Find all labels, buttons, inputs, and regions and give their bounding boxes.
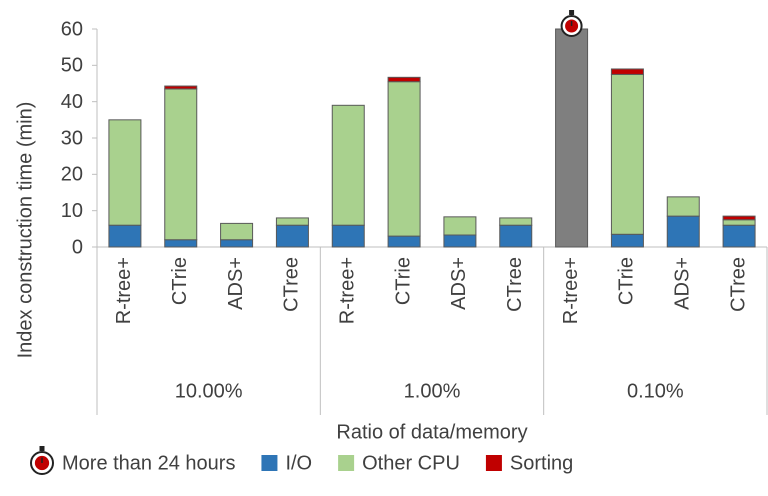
clock-knob bbox=[39, 446, 45, 451]
bar-segment bbox=[108, 119, 142, 226]
x-tick-label: CTrie bbox=[169, 257, 191, 305]
group-label: 0.10% bbox=[627, 380, 684, 402]
legend-label: More than 24 hours bbox=[62, 452, 235, 474]
x-tick-label: R-tree+ bbox=[560, 257, 582, 324]
bar-segment bbox=[722, 215, 756, 221]
legend-swatch bbox=[338, 455, 355, 471]
x-tick-label: ADS+ bbox=[672, 257, 694, 310]
bar-segment bbox=[610, 233, 644, 248]
bar-segment bbox=[220, 239, 254, 248]
bar-segment bbox=[275, 224, 309, 248]
legend-label: I/O bbox=[285, 452, 312, 474]
bar-segment bbox=[610, 68, 644, 75]
legend-item: More than 24 hours bbox=[30, 446, 235, 475]
bar-segment bbox=[722, 219, 756, 226]
bar-segment bbox=[164, 239, 198, 248]
legend-label: Other CPU bbox=[362, 452, 460, 474]
x-tick-label: R-tree+ bbox=[337, 257, 359, 324]
x-tick-label: R-tree+ bbox=[113, 257, 135, 324]
x-tick-label: CTree bbox=[281, 257, 303, 312]
legend-item: Other CPU bbox=[338, 452, 460, 474]
group-label: 1.00% bbox=[404, 380, 461, 402]
y-tick-label: 30 bbox=[61, 127, 83, 149]
bar-segment bbox=[387, 235, 421, 248]
y-tick-label: 10 bbox=[61, 200, 83, 222]
y-axis-title: Index construction time (min) bbox=[14, 102, 36, 359]
x-tick-label: ADS+ bbox=[448, 257, 470, 310]
x-tick-label: CTree bbox=[727, 257, 749, 312]
x-axis-title: Ratio of data/memory bbox=[336, 421, 527, 443]
y-tick-label: 60 bbox=[61, 18, 83, 40]
bar-segment bbox=[387, 76, 421, 83]
y-tick-label: 20 bbox=[61, 164, 83, 186]
legend-item: I/O bbox=[261, 452, 312, 474]
bar-segment bbox=[108, 224, 142, 248]
legend-item: Sorting bbox=[485, 452, 573, 474]
clock-knob bbox=[569, 10, 575, 15]
x-tick-label: ADS+ bbox=[225, 257, 247, 310]
bar-segment bbox=[443, 234, 477, 248]
bar-segment bbox=[499, 217, 533, 226]
x-tick-label: CTrie bbox=[616, 257, 638, 305]
group-label: 10.00% bbox=[175, 380, 243, 402]
legend-swatch bbox=[485, 455, 502, 471]
bar-segment bbox=[722, 224, 756, 248]
x-tick-label: CTree bbox=[504, 257, 526, 312]
legend-label: Sorting bbox=[510, 452, 573, 474]
bar-segment bbox=[666, 215, 700, 248]
bar-segment bbox=[499, 224, 533, 248]
bar-segment bbox=[275, 217, 309, 226]
bar-segment bbox=[666, 196, 700, 217]
y-tick-label: 0 bbox=[72, 236, 83, 258]
bar-segment bbox=[331, 224, 365, 248]
y-tick-label: 50 bbox=[61, 55, 83, 77]
bar-segment bbox=[387, 81, 421, 237]
bar-segment bbox=[555, 28, 589, 248]
bar-segment bbox=[443, 216, 477, 236]
bar-segment bbox=[610, 73, 644, 235]
bar-segment bbox=[164, 88, 198, 241]
bar-segment bbox=[220, 222, 254, 241]
y-tick-label: 40 bbox=[61, 91, 83, 113]
bar-segment bbox=[164, 85, 198, 90]
legend-swatch bbox=[261, 455, 278, 471]
bar-segment bbox=[331, 104, 365, 226]
x-tick-label: CTrie bbox=[392, 257, 414, 305]
